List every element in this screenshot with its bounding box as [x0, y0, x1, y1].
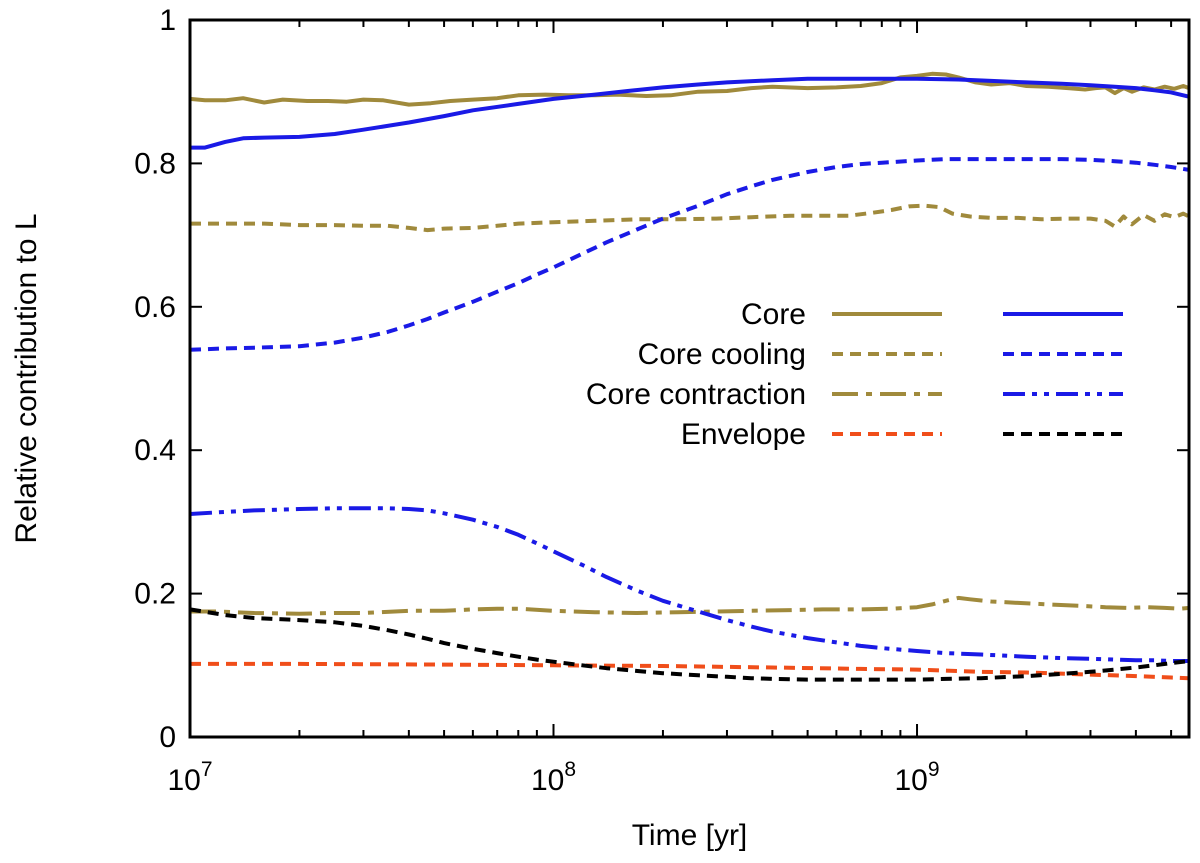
series-contraction-blue	[189, 506, 1189, 663]
legend-label: Core cooling	[638, 338, 806, 371]
series-cooling-gold	[190, 203, 1190, 233]
y-tick-label: 0	[159, 721, 176, 754]
x-tick-exponent: 8	[564, 758, 576, 781]
series-core-blue	[190, 76, 1190, 150]
x-tick-exponent: 9	[928, 758, 940, 781]
y-tick-label: 0.6	[134, 291, 176, 324]
series-envelope-orange	[190, 661, 1190, 681]
x-axis-label: Time [yr]	[632, 819, 748, 852]
plot-frame	[188, 18, 1191, 739]
y-tick-label: 0.4	[134, 434, 176, 467]
x-tick-base: 10	[531, 764, 564, 797]
y-axis-label: Relative contribution to L	[10, 213, 43, 543]
x-tick-base: 10	[167, 764, 200, 797]
legend: Core Core cooling Core contraction Envelope	[586, 298, 1123, 451]
legend-label: Core	[741, 298, 806, 331]
x-tick-label: 108	[531, 758, 576, 797]
y-tick-label: 0.8	[134, 147, 176, 180]
legend-label: Core contraction	[586, 378, 806, 411]
series-envelope-black	[189, 607, 1190, 682]
series-core-gold	[189, 71, 1190, 107]
x-tick-label: 107	[167, 758, 212, 797]
legend-label: Envelope	[681, 418, 806, 451]
y-tick-label: 1	[159, 4, 176, 37]
x-tick-base: 10	[894, 764, 927, 797]
x-tick-label: 109	[894, 758, 939, 797]
x-tick-exponent: 7	[201, 758, 213, 781]
y-tick-label: 0.2	[134, 578, 176, 611]
series-contraction-gold	[190, 595, 1190, 616]
series-cooling-blue	[189, 157, 1190, 352]
series-layer	[189, 71, 1190, 682]
